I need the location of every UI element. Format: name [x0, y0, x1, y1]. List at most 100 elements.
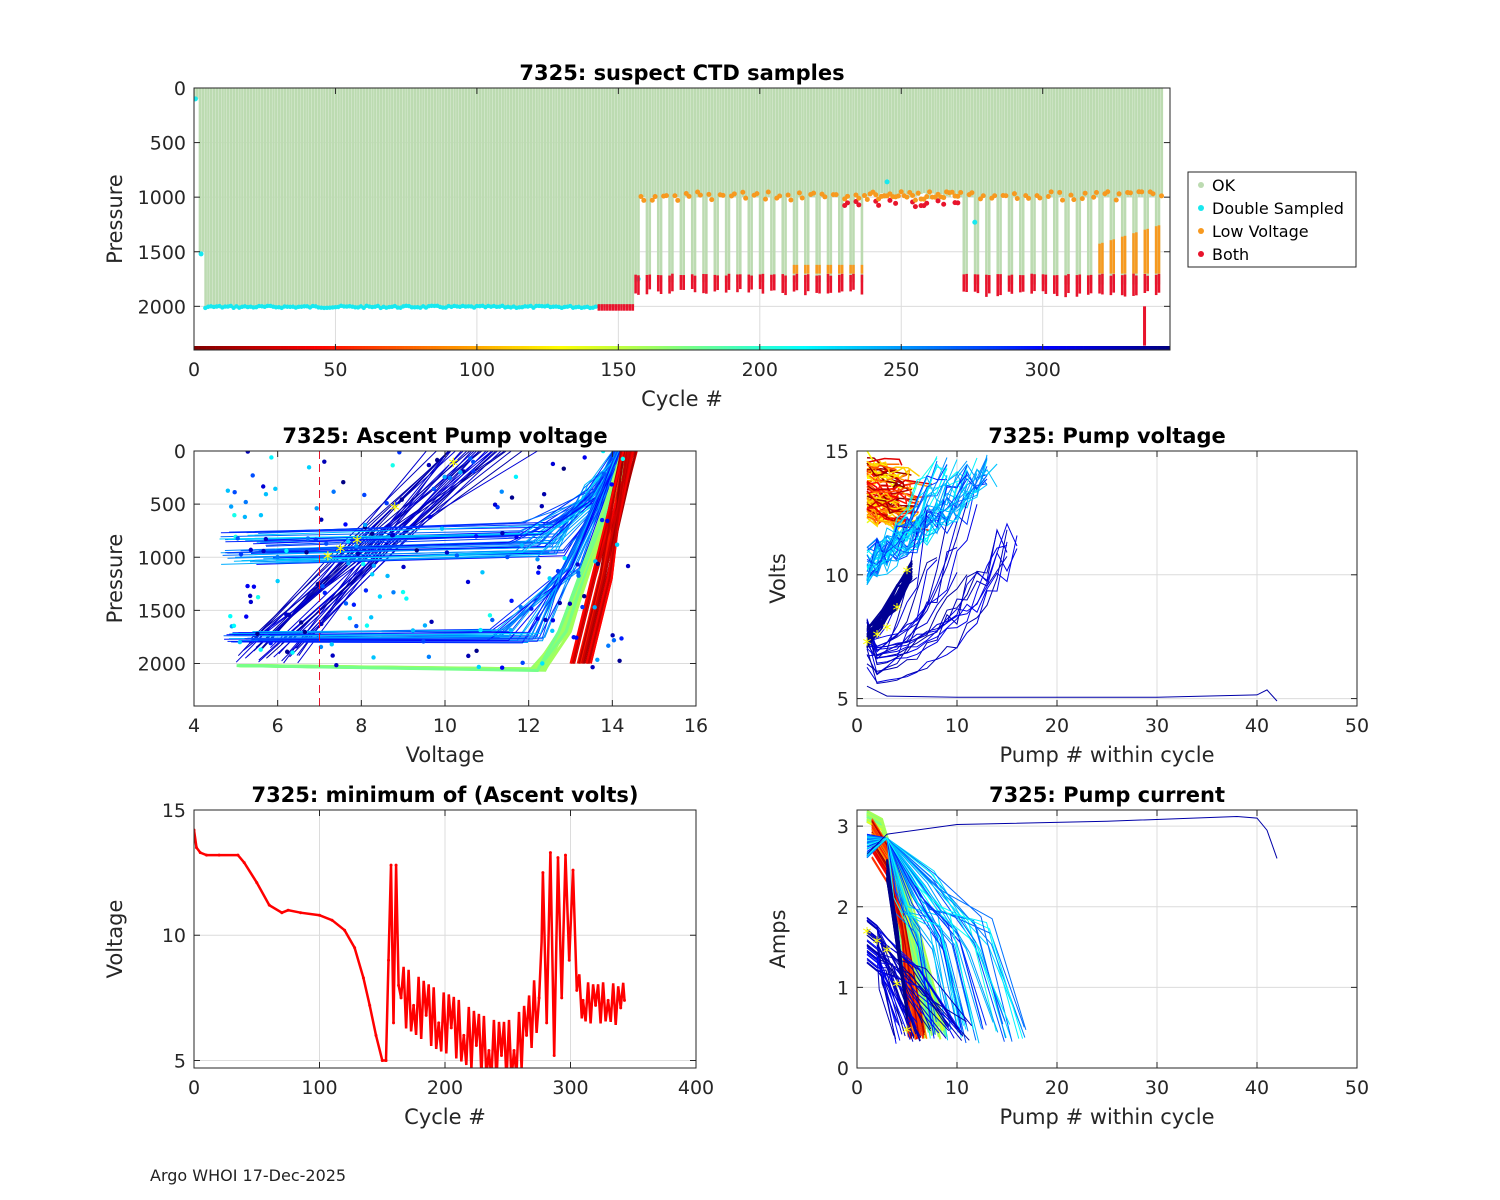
low-voltage-bar — [1135, 232, 1138, 274]
ok-profile-bar — [690, 88, 694, 283]
cycle-color-mark — [1120, 346, 1124, 350]
ok-profile-bar — [297, 88, 301, 307]
y-tick-label: 500 — [150, 494, 186, 516]
cycle-color-mark — [370, 346, 374, 350]
cycle-color-mark — [297, 346, 301, 350]
ok-profile-bar — [730, 88, 734, 198]
ok-profile-bar — [651, 88, 654, 198]
both-sample-bar — [1154, 274, 1158, 296]
ok-profile-bar — [504, 88, 507, 307]
low-voltage-point — [1003, 193, 1009, 199]
ok-profile-bar — [246, 88, 250, 307]
ok-profile-bar — [922, 88, 926, 194]
cycle-color-mark — [232, 346, 236, 350]
ok-profile-bar — [572, 88, 575, 307]
cycle-color-mark — [1154, 346, 1158, 350]
cycle-color-mark — [845, 346, 850, 350]
cycle-color-mark — [1145, 346, 1149, 350]
ok-profile-bar — [269, 88, 272, 307]
ok-profile-bar — [532, 88, 536, 307]
ok-profile-bar — [956, 88, 960, 198]
cycle-color-mark — [1092, 346, 1096, 350]
cycle-color-mark — [633, 346, 637, 350]
start-marker: * — [883, 942, 892, 963]
cycle-color-mark — [237, 346, 241, 350]
min-voltage-point — [343, 928, 347, 932]
series-line — [866, 529, 1008, 685]
cycle-color-mark — [217, 346, 222, 350]
series-line — [233, 451, 625, 636]
ok-profile-bar — [733, 88, 736, 198]
low-voltage-bar — [1154, 226, 1158, 274]
ctd-ylabel: Pressure — [103, 174, 127, 264]
cycle-color-mark — [506, 346, 510, 350]
cycle-color-mark — [707, 346, 711, 350]
ok-profile-bar — [826, 88, 830, 283]
ascent-sample-point — [232, 489, 237, 495]
series-line — [866, 521, 948, 676]
x-tick-label: 16 — [684, 715, 708, 737]
low-voltage-point — [1037, 195, 1043, 201]
cycle-color-mark — [642, 346, 646, 350]
min-voltage-point — [487, 1048, 491, 1052]
ascent-sample-point — [410, 628, 416, 633]
low-voltage-bar — [1123, 235, 1127, 274]
ok-profile-bar — [413, 88, 417, 307]
cycle-color-mark — [608, 346, 612, 350]
cycle-color-mark — [772, 346, 776, 350]
cycle-color-mark — [978, 346, 983, 350]
ok-profile-bar — [891, 88, 895, 195]
legend-marker — [1198, 182, 1204, 188]
low-voltage-point — [762, 196, 768, 202]
both-sample-bar — [852, 273, 855, 290]
both-sample-bar — [623, 304, 626, 311]
both-sample-bar — [1135, 275, 1138, 296]
cycle-color-mark — [755, 346, 759, 350]
ok-profile-bar — [198, 88, 202, 252]
min-voltage-point — [619, 1006, 623, 1010]
ok-profile-bar — [662, 88, 666, 198]
ok-profile-bar — [512, 88, 516, 307]
ok-profile-bar — [608, 88, 612, 308]
series-line — [866, 486, 920, 503]
ascent-sample-point — [361, 561, 366, 567]
ok-profile-bar — [1013, 88, 1016, 198]
cycle-color-mark — [786, 346, 790, 350]
start-marker: * — [883, 620, 892, 641]
y-tick-label: 2000 — [138, 654, 186, 676]
ascent-sample-point — [231, 623, 237, 628]
ok-profile-bar — [634, 88, 637, 283]
low-voltage-point — [969, 190, 975, 196]
both-sample-bar — [1019, 275, 1022, 293]
cycle-color-mark — [466, 346, 471, 350]
low-voltage-bar — [1112, 239, 1116, 274]
ok-profile-bar — [679, 88, 683, 283]
cycle-color-mark — [495, 346, 499, 350]
ok-profile-bar — [996, 88, 1000, 285]
ctd-axes: 0 50 100 150 200 250 300 0 500 1000 1500 2000 7325: … — [103, 61, 1171, 411]
ascent-sample-point — [509, 598, 514, 604]
ok-profile-bar — [917, 88, 920, 196]
series-line — [866, 463, 998, 580]
cycle-color-mark — [353, 346, 357, 350]
pumpv-xlabel: Pump # within cycle — [1000, 743, 1215, 767]
series-line — [866, 918, 947, 1039]
both-sample-bar — [608, 304, 612, 311]
ok-profile-bar — [1092, 88, 1096, 198]
min-voltage-point — [267, 903, 271, 907]
ok-profile-bar — [560, 88, 564, 307]
series-line — [296, 451, 480, 649]
ascent-sample-point — [562, 555, 567, 561]
ok-profile-bar — [574, 88, 578, 307]
ok-profile-bar — [275, 88, 278, 307]
both-sample-bar — [973, 274, 977, 292]
double-sampled-point — [972, 219, 978, 225]
cycle-color-mark — [1004, 346, 1008, 350]
ascent-sample-point — [304, 550, 309, 555]
start-marker: * — [893, 600, 902, 621]
cycle-color-mark — [927, 346, 932, 350]
series-line — [866, 919, 913, 1023]
ascent-sample-point — [370, 572, 375, 577]
ascent-sample-point — [468, 456, 473, 461]
